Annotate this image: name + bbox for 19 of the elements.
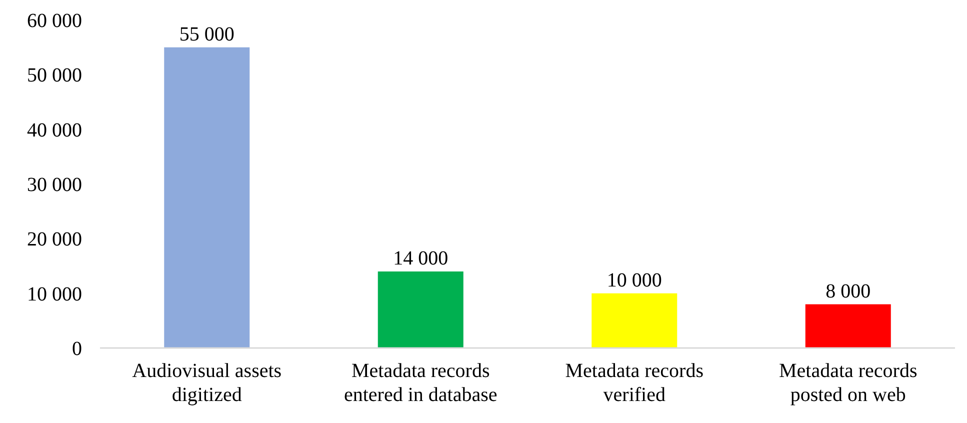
- data-label: 10 000: [606, 269, 662, 292]
- y-tick-label: 20 000: [27, 228, 82, 251]
- data-label: 55 000: [179, 23, 234, 46]
- y-tick-label: 0: [72, 338, 82, 360]
- y-tick-label: 40 000: [27, 119, 82, 142]
- y-tick-label: 30 000: [27, 174, 82, 196]
- bar: [378, 271, 464, 348]
- x-tick-label: Metadata records verified: [565, 360, 704, 406]
- bar: [164, 47, 250, 348]
- bar: [805, 304, 891, 348]
- x-tick-label: Metadata records entered in database: [344, 360, 498, 406]
- data-label: 8 000: [826, 280, 871, 302]
- data-label: 14 000: [393, 247, 448, 270]
- x-tick-label: Audiovisual assets digitized: [132, 360, 282, 406]
- y-tick-label: 60 000: [27, 10, 82, 32]
- y-tick-label: 10 000: [27, 283, 82, 306]
- x-tick-label: Metadata records posted on web: [778, 360, 918, 406]
- y-tick-label: 50 000: [27, 64, 82, 87]
- bar: [592, 293, 678, 348]
